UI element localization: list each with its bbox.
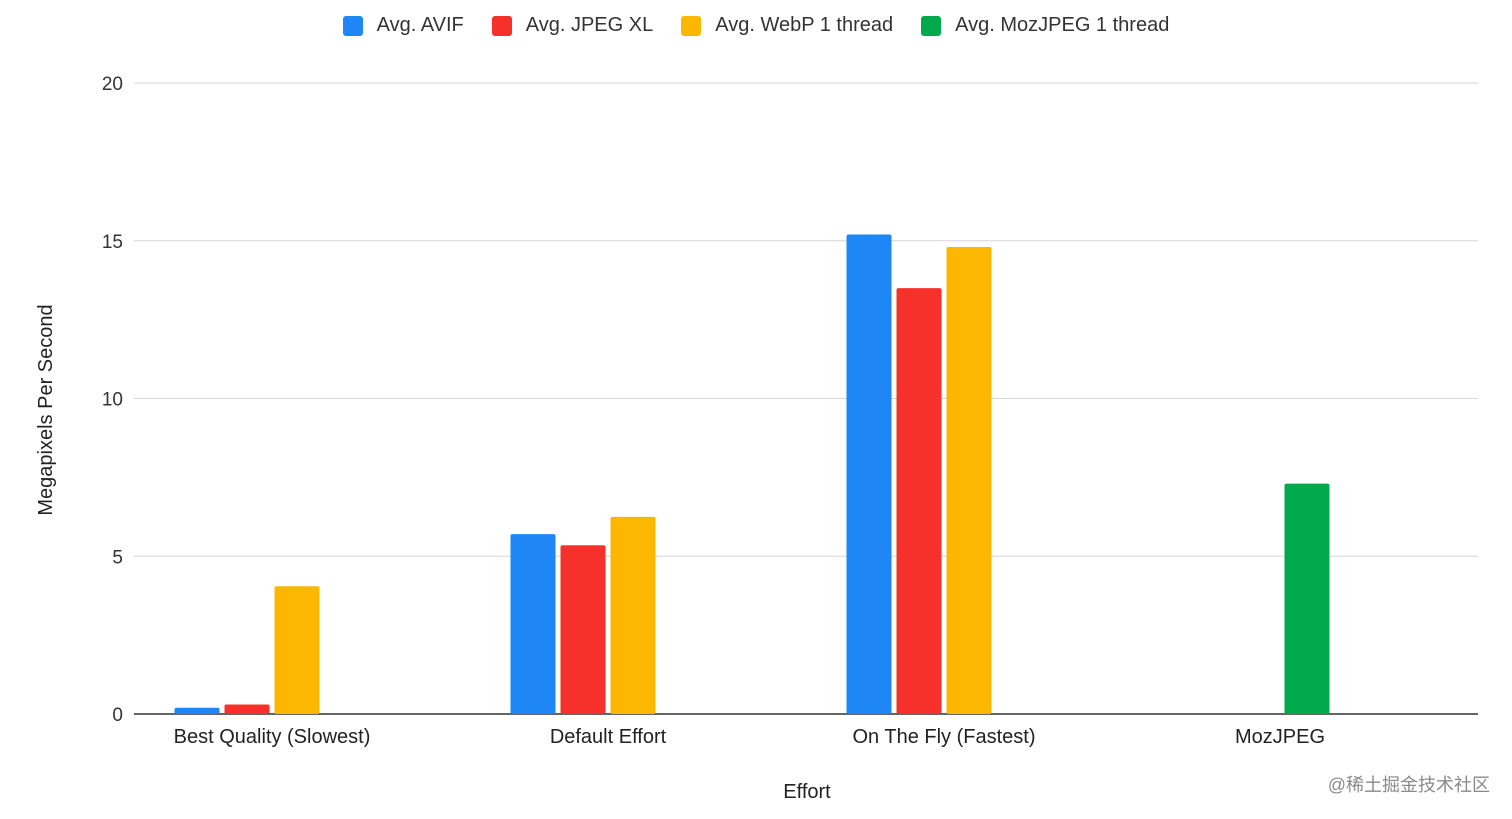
y-tick-label: 0	[112, 705, 123, 726]
x-axis-label: Effort	[783, 781, 831, 803]
y-axis-label: Megapixels Per Second	[35, 304, 57, 515]
x-tick-label: Best Quality (Slowest)	[174, 726, 371, 748]
bar-avif	[510, 534, 556, 714]
legend-label-webp: Avg. WebP 1 thread	[715, 14, 894, 36]
x-tick-label: MozJPEG	[1235, 726, 1325, 748]
bar-mozjpeg	[1284, 483, 1330, 714]
legend-swatch-webp	[681, 15, 702, 36]
legend-item-webp[interactable]: Avg. WebP 1 thread	[681, 14, 893, 37]
y-tick-label: 20	[102, 74, 123, 95]
legend-label-jpegxl: Avg. JPEG XL	[525, 14, 654, 36]
bar-avif	[174, 707, 220, 714]
bar-avif	[846, 234, 892, 714]
legend-item-mozjpeg[interactable]: Avg. MozJPEG 1 thread	[921, 14, 1169, 37]
x-tick-label: Default Effort	[550, 726, 667, 748]
watermark: @稀土掘金技术社区	[1327, 775, 1490, 795]
legend-item-avif[interactable]: Avg. AVIF	[342, 14, 464, 37]
y-tick-label: 15	[102, 232, 123, 253]
legend-swatch-jpegxl	[491, 15, 512, 36]
bar-webp	[610, 516, 656, 714]
bar-jpegxl	[224, 704, 270, 714]
legend-label-avif: Avg. AVIF	[376, 14, 464, 36]
legend-swatch-avif	[342, 15, 363, 36]
x-tick-label: On The Fly (Fastest)	[852, 726, 1035, 748]
bar-jpegxl	[560, 545, 606, 714]
legend: Avg. AVIF Avg. JPEG XL Avg. WebP 1 threa…	[0, 14, 1512, 37]
legend-label-mozjpeg: Avg. MozJPEG 1 thread	[955, 14, 1170, 36]
legend-swatch-mozjpeg	[921, 15, 942, 36]
y-tick-label: 10	[102, 390, 123, 411]
y-tick-label: 5	[112, 547, 123, 568]
bar-webp	[274, 586, 320, 714]
bar-jpegxl	[896, 288, 942, 714]
legend-item-jpegxl[interactable]: Avg. JPEG XL	[491, 14, 654, 37]
bar-webp	[946, 247, 992, 714]
